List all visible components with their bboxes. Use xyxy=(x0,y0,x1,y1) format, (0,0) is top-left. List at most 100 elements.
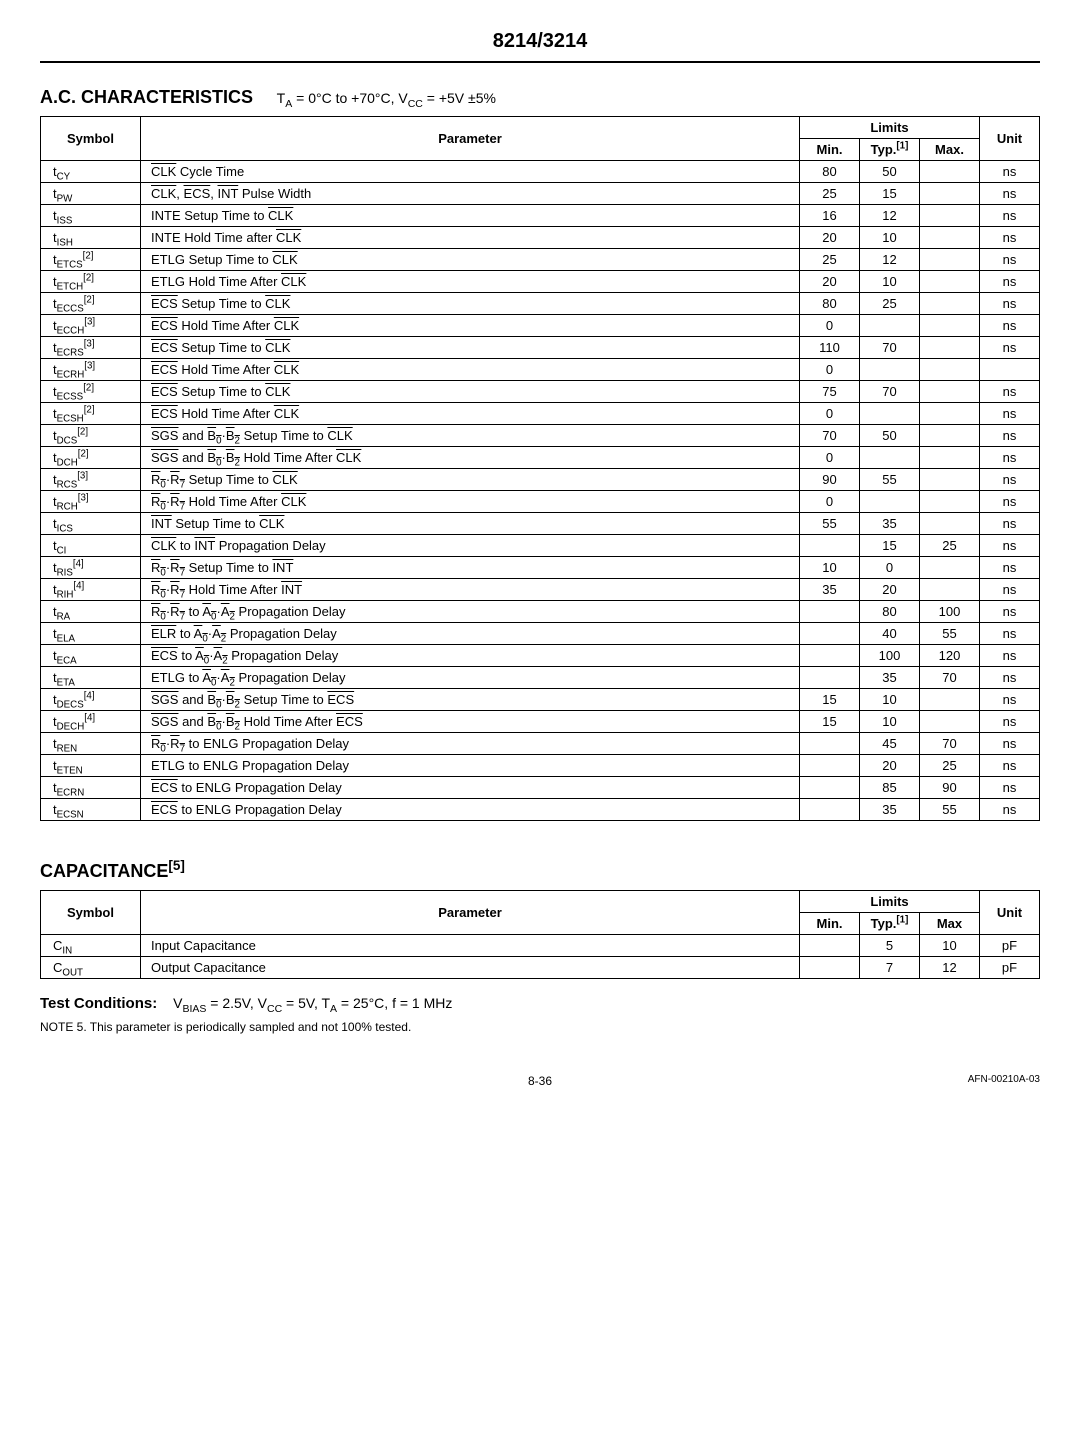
table-row: tECRH[3]ECS Hold Time After CLK0 xyxy=(41,359,1040,381)
min-cell: 10 xyxy=(800,557,860,579)
table-row: CINInput Capacitance510pF xyxy=(41,935,1040,957)
typ-cell: 12 xyxy=(860,249,920,271)
min-cell: 20 xyxy=(800,271,860,293)
typ-cell xyxy=(860,491,920,513)
unit-cell: ns xyxy=(980,601,1040,623)
parameter-cell: ETLG to ENLG Propagation Delay xyxy=(141,755,800,777)
min-cell: 0 xyxy=(800,447,860,469)
min-cell: 0 xyxy=(800,491,860,513)
table-row: tISHINTE Hold Time after CLK2010ns xyxy=(41,227,1040,249)
table-row: tECSS[2]ECS Setup Time to CLK7570ns xyxy=(41,381,1040,403)
max-cell xyxy=(920,271,980,293)
symbol-cell: tECSH[2] xyxy=(41,403,141,425)
parameter-cell: ECS to ENLG Propagation Delay xyxy=(141,799,800,821)
min-cell: 15 xyxy=(800,689,860,711)
parameter-cell: ECS Hold Time After CLK xyxy=(141,403,800,425)
typ-cell: 35 xyxy=(860,513,920,535)
table-row: tECSH[2]ECS Hold Time After CLK0 ns xyxy=(41,403,1040,425)
typ-cell: 35 xyxy=(860,667,920,689)
symbol-cell: tDECS[4] xyxy=(41,689,141,711)
typ-cell: 10 xyxy=(860,689,920,711)
parameter-cell: ECS to A0·A2 Propagation Delay xyxy=(141,645,800,667)
symbol-cell: tCY xyxy=(41,161,141,183)
table-row: tRIS[4]R0·R7 Setup Time to INT100ns xyxy=(41,557,1040,579)
max-cell xyxy=(920,381,980,403)
table-row: tELAELR to A0·A2 Propagation Delay4055ns xyxy=(41,623,1040,645)
unit-cell: ns xyxy=(980,667,1040,689)
unit-cell: ns xyxy=(980,777,1040,799)
typ-cell: 12 xyxy=(860,205,920,227)
unit-cell: ns xyxy=(980,293,1040,315)
symbol-cell: tRA xyxy=(41,601,141,623)
min-cell: 35 xyxy=(800,579,860,601)
parameter-cell: ETLG Setup Time to CLK xyxy=(141,249,800,271)
cap-th-limits: Limits xyxy=(800,891,980,913)
table-row: tRCS[3]R0·R7 Setup Time to CLK9055ns xyxy=(41,469,1040,491)
min-cell xyxy=(800,935,860,957)
symbol-cell: tELA xyxy=(41,623,141,645)
min-cell xyxy=(800,755,860,777)
unit-cell: ns xyxy=(980,425,1040,447)
typ-cell: 50 xyxy=(860,161,920,183)
ac-conditions: TA = 0°C to +70°C, VCC = +5V ±5% xyxy=(277,90,496,106)
parameter-cell: ECS Setup Time to CLK xyxy=(141,337,800,359)
symbol-cell: tECSN xyxy=(41,799,141,821)
typ-cell xyxy=(860,403,920,425)
unit-cell: ns xyxy=(980,645,1040,667)
typ-cell xyxy=(860,447,920,469)
symbol-cell: tECRS[3] xyxy=(41,337,141,359)
unit-cell: ns xyxy=(980,403,1040,425)
parameter-cell: ECS to ENLG Propagation Delay xyxy=(141,777,800,799)
unit-cell xyxy=(980,359,1040,381)
unit-cell: ns xyxy=(980,491,1040,513)
parameter-cell: R0·R7 to A0·A2 Propagation Delay xyxy=(141,601,800,623)
typ-cell xyxy=(860,315,920,337)
symbol-cell: tRIH[4] xyxy=(41,579,141,601)
min-cell xyxy=(800,799,860,821)
typ-cell: 70 xyxy=(860,381,920,403)
max-cell: 55 xyxy=(920,623,980,645)
table-row: tECRS[3]ECS Setup Time to CLK11070ns xyxy=(41,337,1040,359)
max-cell: 12 xyxy=(920,957,980,979)
max-cell xyxy=(920,359,980,381)
parameter-cell: R0·R7 Hold Time After CLK xyxy=(141,491,800,513)
parameter-cell: ECS Hold Time After CLK xyxy=(141,315,800,337)
parameter-cell: Output Capacitance xyxy=(141,957,800,979)
th-min: Min. xyxy=(800,139,860,161)
symbol-cell: tECCS[2] xyxy=(41,293,141,315)
symbol-cell: COUT xyxy=(41,957,141,979)
parameter-cell: R0·R7 Setup Time to INT xyxy=(141,557,800,579)
typ-cell: 40 xyxy=(860,623,920,645)
unit-cell: ns xyxy=(980,469,1040,491)
table-row: COUTOutput Capacitance712pF xyxy=(41,957,1040,979)
table-row: tRCH[3]R0·R7 Hold Time After CLK0ns xyxy=(41,491,1040,513)
unit-cell: ns xyxy=(980,513,1040,535)
table-row: tDECS[4]SGS and B0·B2 Setup Time to ECS1… xyxy=(41,689,1040,711)
typ-cell: 15 xyxy=(860,535,920,557)
typ-cell: 10 xyxy=(860,227,920,249)
th-typ: Typ.[1] xyxy=(860,139,920,161)
unit-cell: ns xyxy=(980,227,1040,249)
parameter-cell: R0·R7 Hold Time After INT xyxy=(141,579,800,601)
min-cell: 25 xyxy=(800,249,860,271)
table-row: tRENR0·R7 to ENLG Propagation Delay4570n… xyxy=(41,733,1040,755)
min-cell: 55 xyxy=(800,513,860,535)
min-cell: 0 xyxy=(800,359,860,381)
max-cell xyxy=(920,183,980,205)
symbol-cell: tDECH[4] xyxy=(41,711,141,733)
max-cell xyxy=(920,205,980,227)
max-cell xyxy=(920,557,980,579)
cap-th-typ: Typ.[1] xyxy=(860,913,920,935)
cap-th-unit: Unit xyxy=(980,891,1040,935)
symbol-cell: tCI xyxy=(41,535,141,557)
symbol-cell: tETCH[2] xyxy=(41,271,141,293)
min-cell: 80 xyxy=(800,161,860,183)
parameter-cell: ECS Hold Time After CLK xyxy=(141,359,800,381)
table-row: tDCS[2]SGS and B0·B2 Setup Time to CLK70… xyxy=(41,425,1040,447)
min-cell: 80 xyxy=(800,293,860,315)
table-row: tISSINTE Setup Time to CLK1612ns xyxy=(41,205,1040,227)
symbol-cell: tECCH[3] xyxy=(41,315,141,337)
symbol-cell: tECSS[2] xyxy=(41,381,141,403)
min-cell: 0 xyxy=(800,403,860,425)
footer: 8-36 AFN-00210A-03 xyxy=(40,1074,1040,1088)
